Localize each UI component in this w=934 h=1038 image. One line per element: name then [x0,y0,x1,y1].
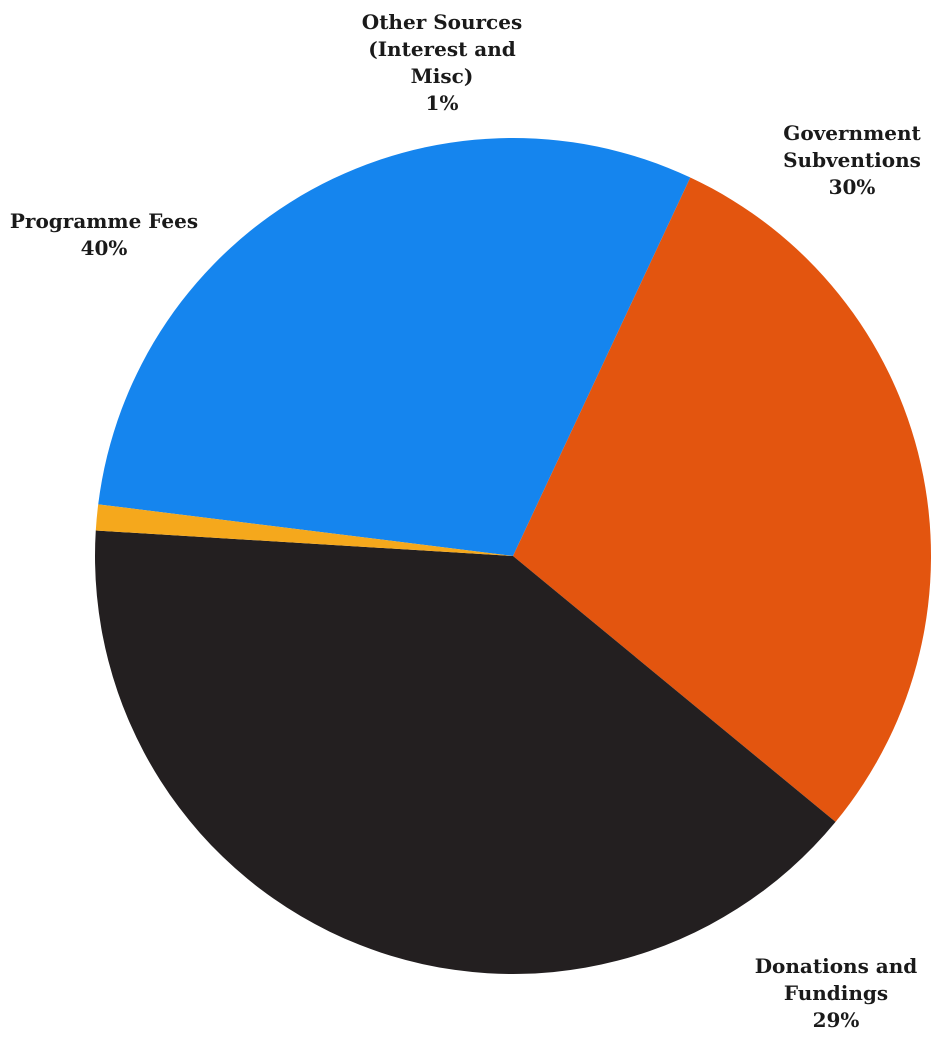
slice-name-line: Fundings [784,981,888,1005]
slice-label-1: Donations and Fundings 29% [755,954,918,1032]
slice-value-label: 30% [829,175,876,199]
slice-label-0: Government Subventions 30% [783,121,921,199]
slice-name-line: (Interest and [368,37,516,61]
slice-name-line: Subventions [783,148,921,172]
slice-name-line: Programme Fees [10,209,198,233]
slice-name-line: Government [783,121,921,145]
pie-slice-3 [95,504,513,556]
pie-slice-2 [95,530,836,975]
slice-value-label: 29% [813,1008,860,1032]
slice-label-3: Other Sources (Interest and Misc) 1% [362,10,522,115]
slice-name-line: Donations and [755,954,918,978]
slice-label-2: Programme Fees 40% [10,209,198,260]
pie-slice-0 [98,137,691,557]
slice-value-label: 40% [81,236,128,260]
slice-name-line: Misc) [411,64,474,88]
slice-value-label: 1% [426,91,459,115]
pie-slice-1 [513,177,932,822]
slice-name-line: Other Sources [362,10,522,34]
